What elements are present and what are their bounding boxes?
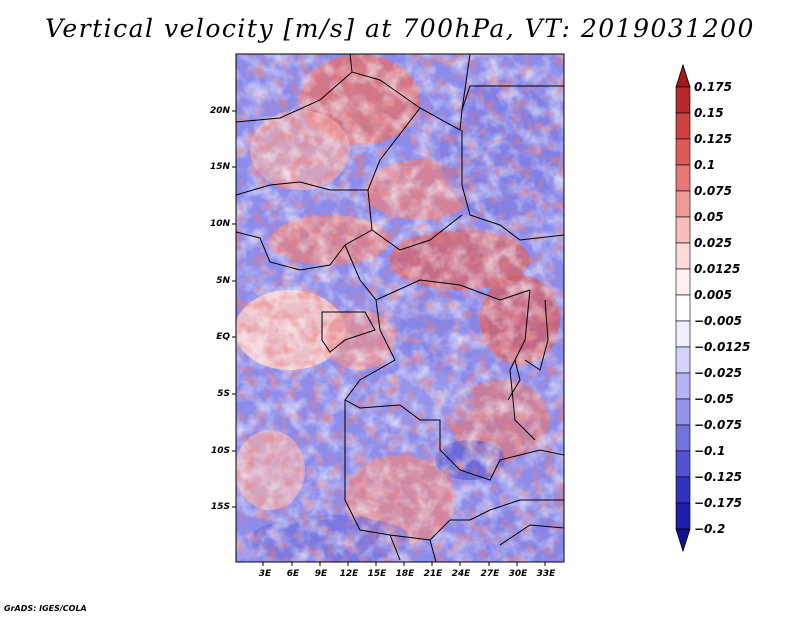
- colorbar-segment: [675, 138, 691, 166]
- colorbar-label: 0.15: [694, 106, 724, 120]
- colorbar-label: −0.1: [694, 444, 726, 458]
- colorbar-segment: [675, 502, 691, 530]
- colorbar-segment: [675, 424, 691, 452]
- colorbar-label: 0.0125: [694, 262, 741, 276]
- colorbar-segment: [675, 450, 691, 478]
- lat-label-10s: 10S: [210, 446, 230, 456]
- colorbar-segment: [675, 216, 691, 244]
- colorbar-segment: [675, 294, 691, 322]
- colorbar-segment: [675, 346, 691, 374]
- colorbar-label: 0.025: [694, 236, 732, 250]
- colorbar-label: 0.075: [694, 184, 732, 198]
- lon-ticks: [262, 562, 546, 566]
- colorbar-label: 0.125: [694, 132, 732, 146]
- colorbar-label: −0.075: [694, 418, 743, 432]
- lon-label-24e: 24E: [451, 569, 471, 579]
- lat-label-20n: 20N: [209, 106, 230, 116]
- colorbar-label: −0.025: [694, 366, 743, 380]
- colorbar-bottom-arrow: [675, 528, 691, 553]
- map-frame: [235, 53, 565, 563]
- lat-ticks: [232, 110, 236, 508]
- colorbar-segment: [675, 476, 691, 504]
- colorbar-label: −0.0125: [694, 340, 751, 354]
- lon-label-12e: 12E: [339, 569, 359, 579]
- lon-label-15e: 15E: [367, 569, 387, 579]
- lon-label-9e: 9E: [314, 569, 328, 579]
- colorbar-label: −0.125: [694, 470, 743, 484]
- country-borders: [236, 54, 564, 562]
- colorbar-segment: [675, 398, 691, 426]
- lon-label-3e: 3E: [258, 569, 272, 579]
- colorbar-label: 0.175: [694, 80, 732, 94]
- colorbar-segment: [675, 112, 691, 140]
- lon-label-21e: 21E: [423, 569, 443, 579]
- lon-label-33e: 33E: [536, 569, 556, 579]
- colorbar-label: −0.175: [694, 496, 743, 510]
- lon-label-30e: 30E: [508, 569, 528, 579]
- colorbar-segment: [675, 164, 691, 192]
- lon-label-27e: 27E: [480, 569, 500, 579]
- grads-credit: GrADS: IGES/COLA: [4, 604, 87, 613]
- colorbar-segment: [675, 190, 691, 218]
- colorbar-label: −0.05: [694, 392, 734, 406]
- colorbar-label: 0.005: [694, 288, 732, 302]
- lon-label-18e: 18E: [395, 569, 415, 579]
- colorbar-segment: [675, 86, 691, 114]
- lat-label-10n: 10N: [209, 219, 230, 229]
- lat-label-5n: 5N: [216, 276, 230, 286]
- colorbar: [675, 63, 691, 553]
- vertical-velocity-field: [236, 54, 564, 562]
- colorbar-segment: [675, 268, 691, 296]
- colorbar-segment: [675, 372, 691, 400]
- colorbar-segment: [675, 242, 691, 270]
- colorbar-label: 0.1: [694, 158, 716, 172]
- lon-label-6e: 6E: [286, 569, 300, 579]
- colorbar-label: −0.2: [694, 522, 726, 536]
- colorbar-top-arrow: [675, 63, 691, 88]
- lat-label-5s: 5S: [217, 389, 230, 399]
- lat-label-eq: EQ: [216, 332, 230, 342]
- colorbar-label: −0.005: [694, 314, 743, 328]
- lat-label-15n: 15N: [209, 162, 230, 172]
- colorbar-segment: [675, 320, 691, 348]
- map-title: Vertical velocity [m/s] at 700hPa, VT: 2…: [45, 14, 755, 43]
- colorbar-label: 0.05: [694, 210, 724, 224]
- lat-label-15s: 15S: [210, 502, 230, 512]
